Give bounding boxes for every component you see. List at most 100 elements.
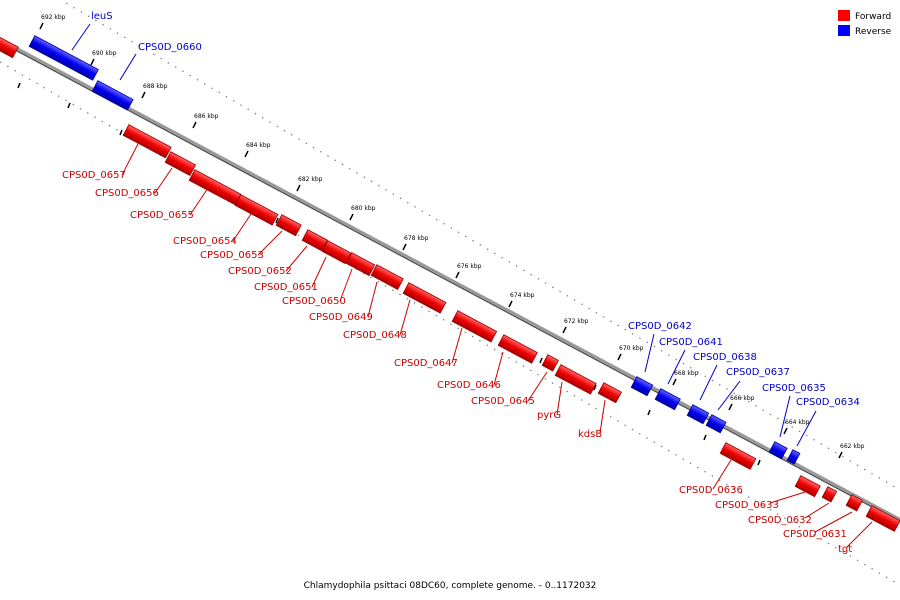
gene-arrow[interactable]: [654, 388, 681, 411]
gene-arrow[interactable]: [188, 169, 242, 206]
gene-arrow[interactable]: [164, 151, 197, 177]
gene-arrow[interactable]: [321, 240, 352, 265]
tick-mark-top: [508, 300, 513, 308]
gene-kdsb[interactable]: kdsB: [578, 382, 623, 440]
gene-arrow[interactable]: [686, 404, 710, 425]
gene-cps0d_0651[interactable]: CPS0D_0651: [254, 240, 352, 293]
gene-cps0d_0660[interactable]: CPS0D_0660: [91, 42, 202, 111]
gene-label-connector: [339, 268, 353, 302]
gene-tgt[interactable]: tgt: [838, 505, 900, 555]
gene-arrow[interactable]: [91, 80, 134, 111]
gene-arrow[interactable]: [821, 486, 838, 503]
gene-cps0d_0642[interactable]: CPS0D_0642: [628, 321, 692, 397]
gene-arrow[interactable]: [301, 229, 328, 252]
gene-arrow[interactable]: [28, 35, 99, 81]
tick-label: 666 kbp: [730, 395, 755, 402]
gene-arrow[interactable]: [768, 441, 788, 460]
gene-label: CPS0D_0660: [138, 42, 202, 53]
gene-arrow[interactable]: [451, 310, 498, 343]
gene-label: pyrG: [537, 410, 561, 421]
tick-group: 692 kbp 690 kbp 688 kbp 686 kbp 684 kbp 682 k…: [17, 14, 865, 491]
legend-swatch-reverse: [838, 25, 850, 36]
gene-cps0d_0657[interactable]: CPS0D_0657: [62, 124, 172, 181]
gene-label-connector: [189, 187, 209, 216]
gene-arrow[interactable]: [719, 442, 757, 470]
tick-label: 672 kbp: [564, 318, 589, 325]
gene-label-connector: [451, 327, 463, 364]
backbone-group: [0, 0, 900, 586]
gene-cps0d_0632[interactable]: CPS0D_0632: [748, 486, 838, 526]
gene-label: CPS0D_0651: [254, 282, 318, 293]
gene-label-connector: [285, 245, 308, 272]
gene-cps0d_0656[interactable]: CPS0D_0656: [95, 151, 197, 199]
gene-arrow[interactable]: [630, 376, 654, 397]
tick-mark-bottom: [119, 129, 123, 136]
gene-arrow[interactable]: [345, 252, 376, 277]
gene-cps0d_0647[interactable]: CPS0D_0647: [394, 310, 498, 369]
gene-label-connector: [311, 256, 327, 288]
gene-arrow[interactable]: [541, 354, 559, 372]
gene-cps0d_0646[interactable]: CPS0D_0646: [437, 334, 538, 391]
tick-mark-bottom: [67, 102, 71, 109]
tick-label: 692 kbp: [41, 14, 66, 21]
gene-arrow[interactable]: [845, 494, 863, 512]
tick-mark-bottom: [647, 409, 651, 416]
gene-label-connector: [399, 299, 411, 336]
gene-cps0d_0634[interactable]: CPS0D_0634: [786, 397, 860, 465]
gene-arrow[interactable]: [554, 364, 597, 395]
gene-arrow[interactable]: [122, 124, 172, 159]
gene-label-connector: [814, 511, 853, 533]
legend-label-forward: Forward: [855, 12, 891, 22]
gene-cps0d_0652[interactable]: CPS0D_0652: [228, 229, 328, 277]
gene-pyrg[interactable]: pyrG: [537, 364, 597, 421]
gene-label-connector: [367, 281, 378, 318]
gene-cps0d_0641[interactable]: CPS0D_0641: [654, 337, 723, 411]
gene-label-connector: [644, 333, 655, 373]
gene-cps0d_0650[interactable]: CPS0D_0650: [282, 252, 376, 307]
tick-mark-top: [838, 451, 843, 459]
tick-label: 680 kbp: [351, 205, 376, 212]
gene-arrow[interactable]: [234, 194, 279, 226]
gene-arrow[interactable]: [402, 282, 447, 314]
gene-cps0d_0635[interactable]: CPS0D_0635: [762, 383, 826, 460]
gene-cps0d_0653[interactable]: CPS0D_0653: [200, 214, 302, 261]
gene-cps0d_0638[interactable]: CPS0D_0638: [686, 352, 757, 425]
gene-cps0d_0631[interactable]: CPS0D_0631: [783, 494, 863, 540]
gene-label: CPS0D_0637: [726, 367, 790, 378]
tick-label: 690 kbp: [92, 50, 117, 57]
gene-arrow[interactable]: [705, 414, 727, 434]
gene-label-connector: [717, 380, 741, 411]
gene-label: kdsB: [578, 429, 602, 440]
legend: Forward Reverse: [838, 10, 892, 37]
gene-arrow[interactable]: [597, 382, 623, 404]
tick-label: 678 kbp: [404, 235, 429, 242]
gene-leus[interactable]: leuS: [28, 11, 113, 81]
tick-mark-top: [402, 243, 407, 251]
gene-label: leuS: [91, 11, 113, 22]
gene-cps0d_0654[interactable]: CPS0D_0654: [173, 194, 279, 247]
gene-arrow[interactable]: [275, 214, 302, 237]
gene-cps0d_0633[interactable]: CPS0D_0633: [715, 475, 821, 511]
gene-label: CPS0D_0648: [343, 330, 407, 341]
gene-label-connector: [119, 53, 137, 81]
gene-arrow[interactable]: [865, 505, 900, 532]
tick-mark-bottom: [703, 434, 707, 441]
gene-arrow-edge[interactable]: [0, 36, 19, 59]
gene-cps0d_0636[interactable]: CPS0D_0636: [679, 442, 757, 496]
gene-cps0d_0648[interactable]: CPS0D_0648: [343, 282, 447, 341]
gene-arrow[interactable]: [370, 264, 404, 290]
tick-mark-top: [141, 91, 146, 99]
gene-cps0d_0649[interactable]: CPS0D_0649: [309, 264, 404, 323]
tick-mark-top: [728, 403, 733, 411]
gene-cps0d_0645[interactable]: CPS0D_0645: [471, 354, 559, 407]
gene-arrow[interactable]: [786, 449, 801, 465]
gene-arrow[interactable]: [497, 334, 538, 364]
tick-mark-top: [617, 353, 622, 361]
gene-cps0d_0637[interactable]: CPS0D_0637: [705, 367, 790, 434]
gene-label: CPS0D_0631: [783, 529, 847, 540]
gene-label-connector: [779, 395, 791, 438]
gene-arrow[interactable]: [794, 475, 821, 498]
gene-label: CPS0D_0635: [762, 383, 826, 394]
gene-label: CPS0D_0650: [282, 296, 346, 307]
gene-label-connector: [667, 349, 686, 385]
